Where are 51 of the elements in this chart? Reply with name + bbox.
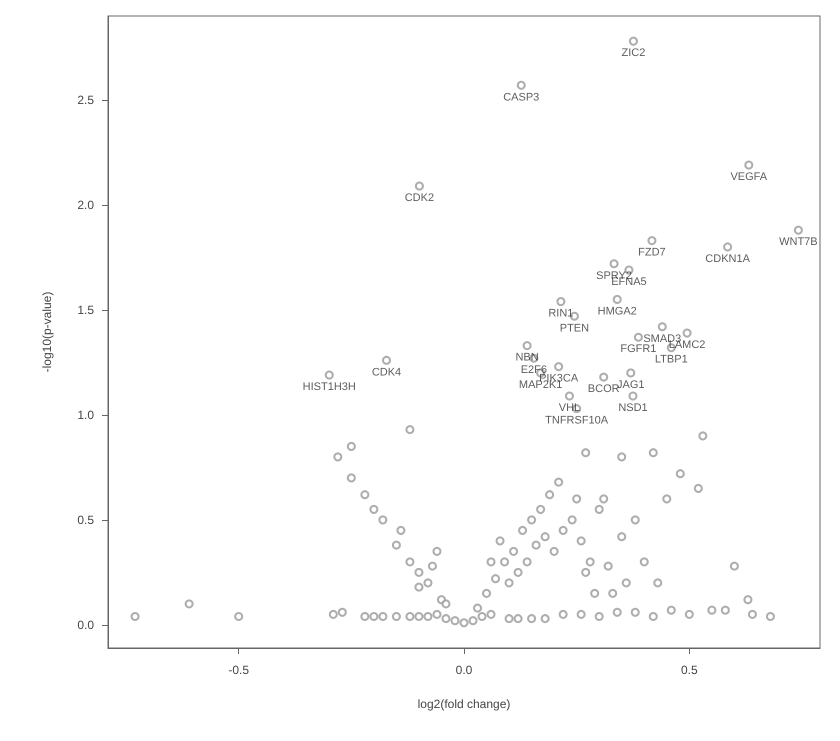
data-label: FZD7 [638, 246, 666, 259]
data-label: VHL [558, 402, 580, 414]
y-tick-label: 0.0 [77, 618, 94, 632]
data-label: FGFR1 [620, 343, 656, 356]
data-label: RIN1 [548, 308, 574, 320]
data-label: LTBP1 [654, 354, 688, 366]
data-label: CASP3 [503, 91, 540, 104]
point [554, 362, 564, 372]
x-axis-title: log2(fold change) [418, 697, 510, 711]
data-label: PTEN [560, 322, 590, 334]
data-label: ZIC2 [622, 47, 646, 60]
point [522, 341, 532, 350]
data-label: HMGA2 [598, 305, 637, 318]
y-tick-label: 2.0 [77, 198, 94, 212]
point [628, 392, 638, 401]
x-tick-label: 0.5 [680, 663, 698, 677]
data-label: CDK4 [372, 366, 402, 378]
y-axis-title: -log10(p-value) [40, 292, 54, 372]
point [723, 242, 732, 252]
y-tick-label: 1.5 [77, 302, 94, 317]
point [626, 368, 636, 378]
point [658, 322, 667, 332]
point [324, 370, 334, 380]
point [414, 182, 424, 191]
data-label: TNFRSF10A [545, 414, 609, 427]
point [556, 297, 566, 306]
point [682, 328, 692, 338]
y-tick-label: 0.5 [77, 512, 94, 527]
data-label: NSD1 [618, 402, 648, 414]
point [612, 294, 622, 304]
point [610, 259, 619, 268]
data-label: HIST1H3H [302, 381, 356, 394]
data-label: WNT7B [779, 236, 818, 248]
x-tick-label: -0.5 [228, 663, 250, 677]
point [628, 36, 638, 46]
y-tick-label: 1.0 [77, 408, 94, 422]
point [564, 392, 574, 401]
data-label: NBN [515, 352, 539, 364]
data-label: CDK2 [404, 192, 434, 204]
point [516, 80, 526, 90]
point [744, 160, 754, 170]
point [647, 236, 656, 246]
data-label: BCOR [588, 383, 620, 396]
point [382, 356, 391, 365]
y-tick-label: 2.5 [77, 92, 94, 107]
point [794, 226, 803, 235]
x-tick-label: 0.0 [456, 663, 473, 677]
point [634, 332, 643, 342]
point [599, 372, 608, 382]
data-label: VEGFA [730, 171, 768, 184]
data-label: CDKN1A [705, 252, 751, 265]
